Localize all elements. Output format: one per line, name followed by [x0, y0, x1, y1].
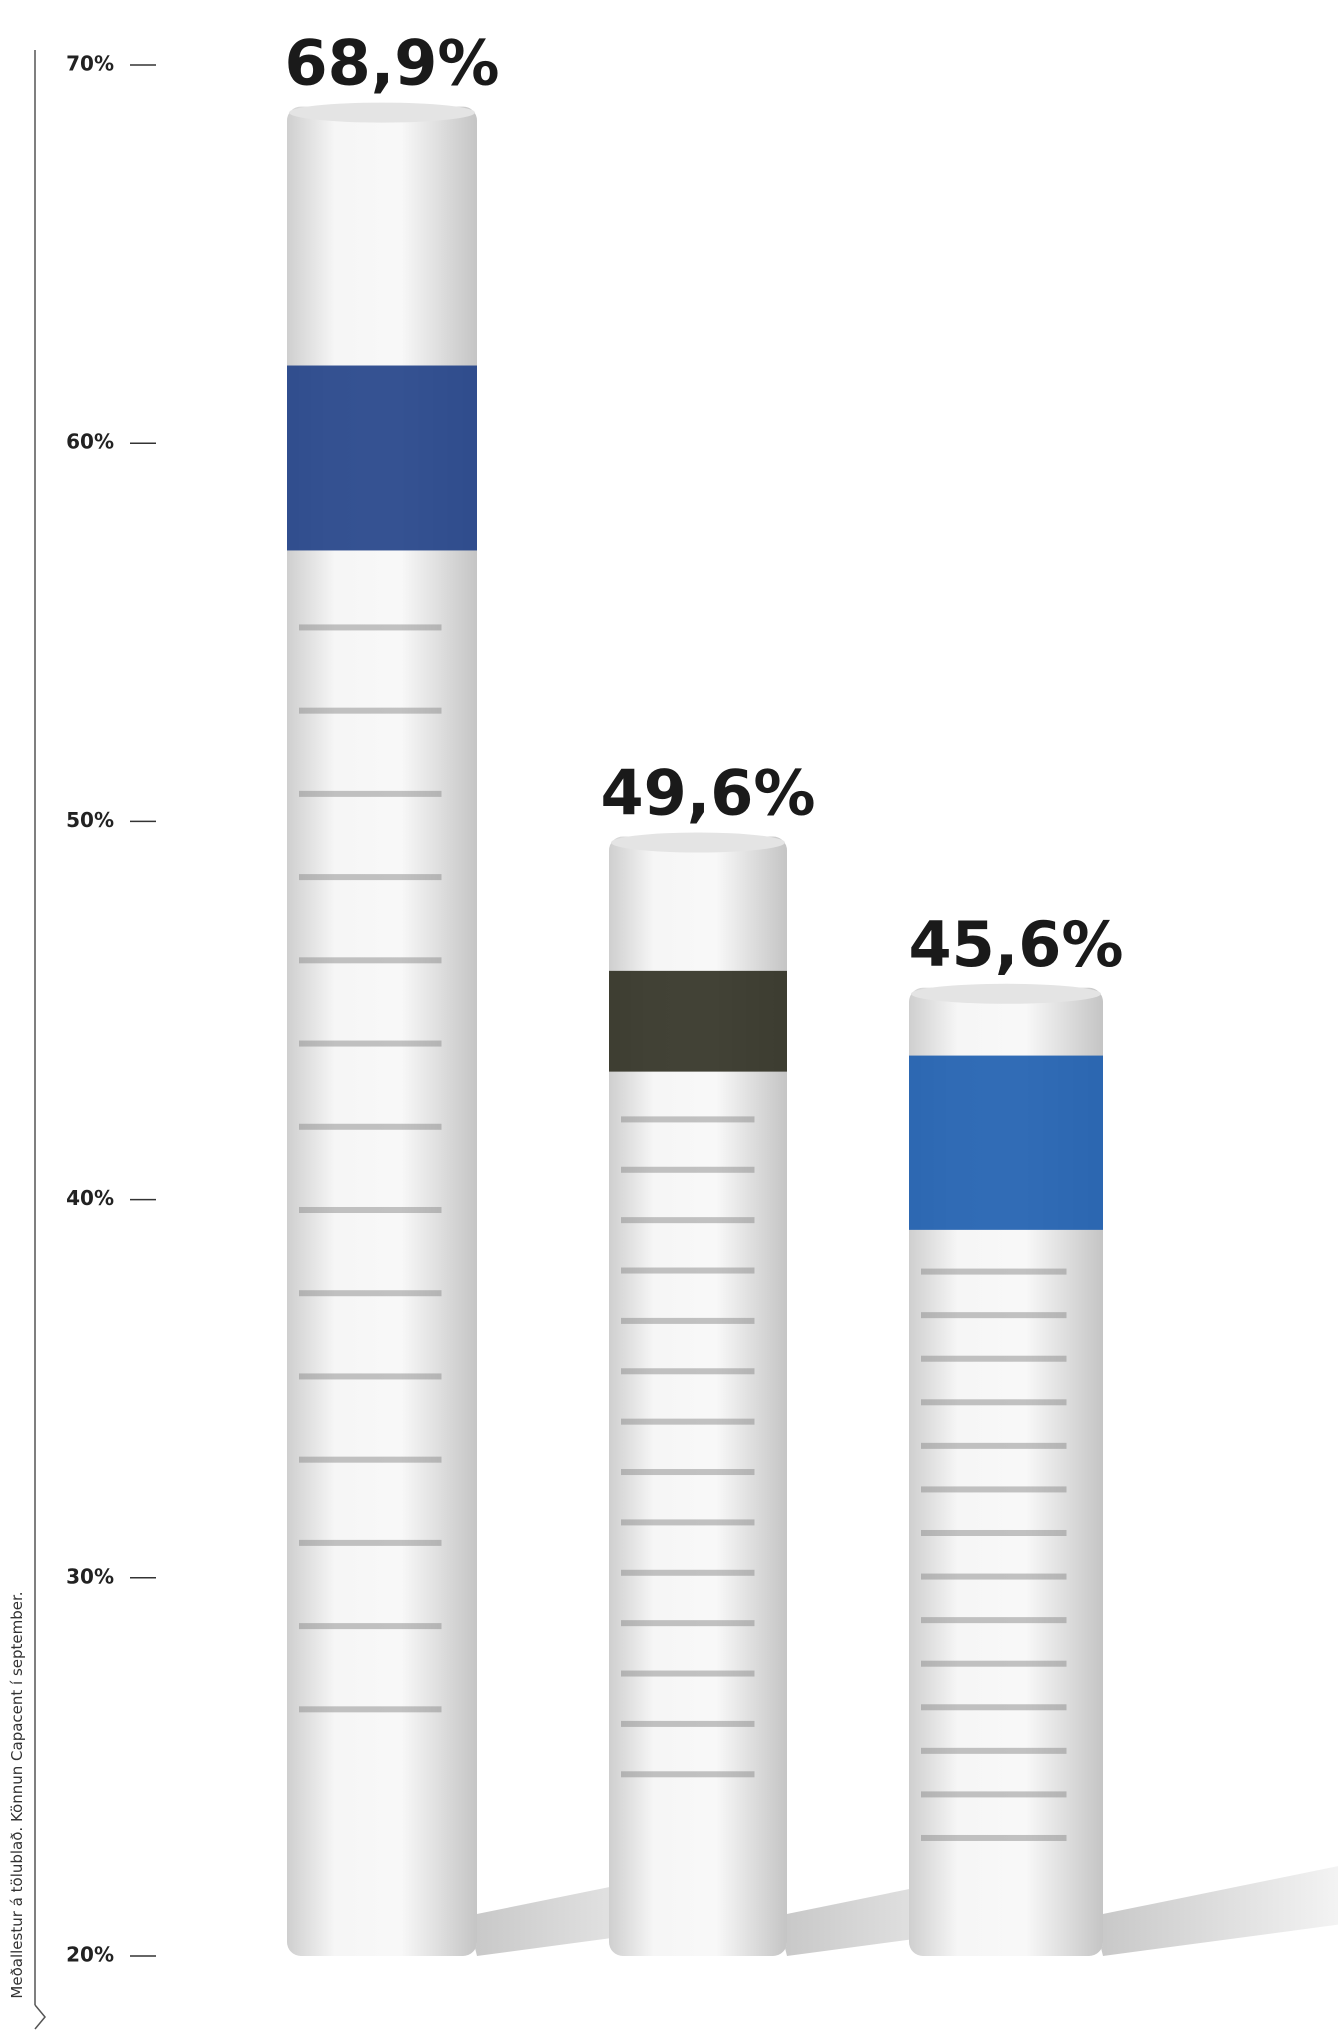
roll-text — [621, 1519, 755, 1526]
value-label: 49,6% — [600, 757, 815, 830]
roll-text — [621, 1267, 755, 1274]
roll-text — [621, 1418, 755, 1425]
roll-text — [921, 1791, 1067, 1798]
roll-text — [621, 1620, 755, 1627]
roll-text — [921, 1834, 1067, 1841]
roll-band — [909, 1055, 1103, 1230]
roll-shadow — [1093, 1866, 1338, 1956]
roll-text — [621, 1217, 755, 1224]
roll-text — [921, 1442, 1067, 1449]
roll-text — [621, 1469, 755, 1476]
roll-top — [289, 102, 475, 123]
roll-text — [299, 707, 442, 714]
roll-text — [299, 624, 442, 631]
roll-text — [299, 1123, 442, 1130]
roll-text — [621, 1771, 755, 1778]
roll-text — [621, 1368, 755, 1375]
y-tick-label: 40% — [66, 1186, 114, 1210]
y-tick-label: 70% — [66, 52, 114, 76]
roll-text — [299, 790, 442, 797]
y-tick-label: 50% — [66, 808, 114, 832]
roll-text — [921, 1747, 1067, 1754]
roll-text — [299, 874, 442, 881]
y-tick-label: 60% — [66, 430, 114, 454]
axis-end — [34, 2004, 46, 2030]
roll-text — [299, 1539, 442, 1546]
roll-text — [621, 1670, 755, 1677]
y-tick-label: 20% — [66, 1943, 114, 1967]
roll-text — [299, 1040, 442, 1047]
roll-text — [299, 957, 442, 964]
roll-text — [621, 1720, 755, 1727]
roll-text — [299, 1456, 442, 1463]
roll-shade — [287, 106, 477, 1956]
roll-text — [621, 1317, 755, 1324]
y-tick-label: 30% — [66, 1564, 114, 1588]
roll-text — [299, 1206, 442, 1213]
roll-text — [921, 1486, 1067, 1493]
roll-text — [921, 1268, 1067, 1275]
roll-text — [921, 1573, 1067, 1580]
roll-text — [299, 1290, 442, 1297]
roll-top — [911, 983, 1101, 1004]
roll-text — [921, 1660, 1067, 1667]
roll-band — [609, 970, 787, 1072]
roll-text — [921, 1312, 1067, 1319]
roll-text — [299, 1706, 442, 1713]
roll-text — [921, 1399, 1067, 1406]
roll-text — [921, 1355, 1067, 1362]
roll-top — [611, 832, 785, 853]
roll-text — [299, 1623, 442, 1630]
roll-text — [921, 1704, 1067, 1711]
roll-band — [287, 365, 477, 551]
value-label: 45,6% — [908, 908, 1123, 981]
roll-text — [921, 1529, 1067, 1536]
roll-text — [621, 1166, 755, 1173]
roll-text — [299, 1373, 442, 1380]
roll-text — [921, 1617, 1067, 1624]
roll-text — [621, 1569, 755, 1576]
note: Meðallestur á tölublað. Könnun Capacent … — [8, 1591, 26, 1998]
value-label: 68,9% — [284, 27, 499, 100]
roll-text — [621, 1116, 755, 1123]
